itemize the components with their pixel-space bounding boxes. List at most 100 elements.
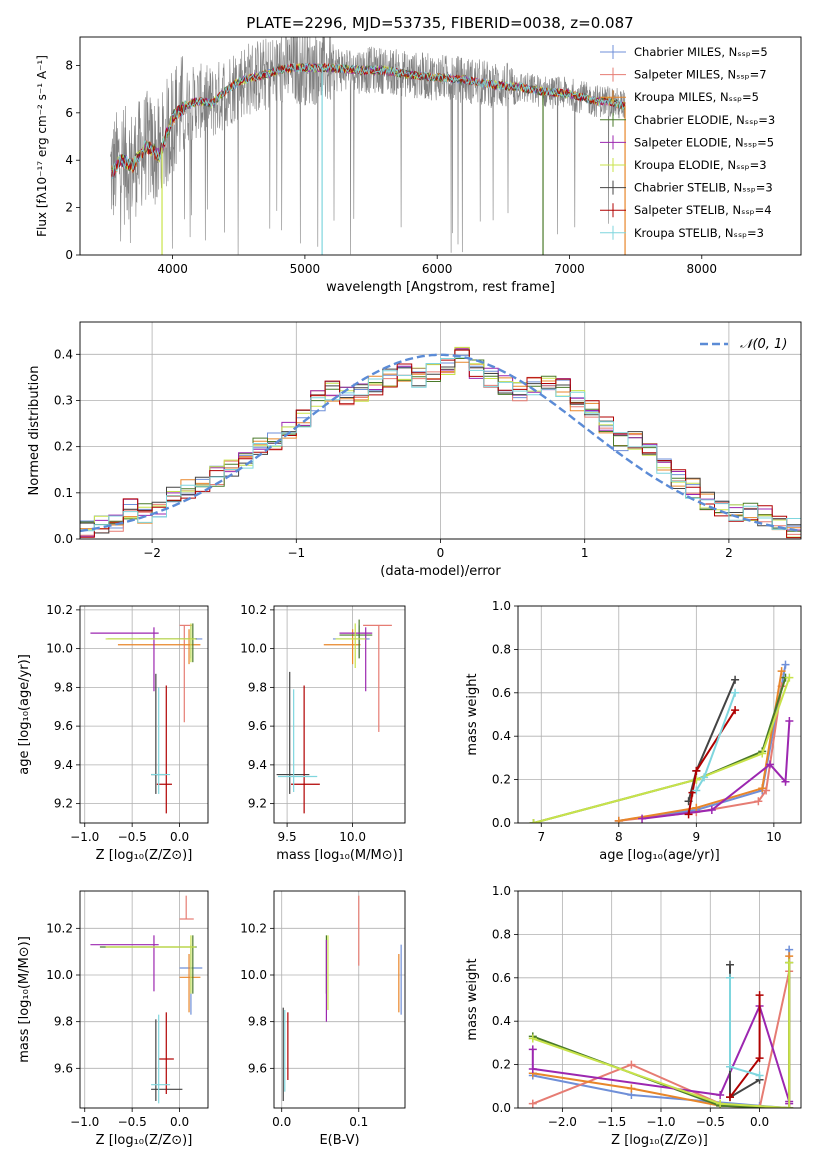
panel-mass-vs-z: −1.0 −0.5 0.0 9.6 9.8 10.0 10.2 Z [log₁₀(Z/Z⊙)]… <box>17 890 209 1148</box>
tick-label-y: 9.6 <box>54 719 73 733</box>
weight-line <box>687 709 736 815</box>
legend-label: Salpeter MILES, Nₛₛₚ=7 <box>634 68 767 82</box>
tick-label-y: 0.8 <box>492 927 511 941</box>
tick-label-y: 0.0 <box>492 1101 511 1115</box>
weight-point <box>529 819 538 823</box>
tick-label-y: 8 <box>65 58 73 72</box>
weight-point <box>726 1062 735 1071</box>
panel-age-vs-z: −1.0 −0.5 0.0 9.2 9.4 9.6 9.8 10.0 10.2 Z [log₁₀(… <box>17 603 209 863</box>
y-axis-label: Flux [fλ10⁻¹⁷ erg cm⁻² s⁻¹ A⁻¹] <box>35 55 49 237</box>
weight-point <box>692 766 701 775</box>
legend-label: Kroupa MILES, Nₛₛₚ=5 <box>634 90 759 104</box>
tick-label-y: 0.4 <box>492 729 511 743</box>
tick-label-y: 1.0 <box>492 599 511 613</box>
plot-area <box>529 660 794 823</box>
tick-label-x: 0.1 <box>349 1115 368 1129</box>
weight-point <box>684 810 693 819</box>
tick-label-x: 0.0 <box>170 1115 189 1129</box>
tick-label-y: 0.4 <box>492 1014 511 1028</box>
tick-label-x: 2 <box>725 546 733 560</box>
tick-label-y: 4 <box>65 153 73 167</box>
tick-label-y: 0.4 <box>54 347 73 361</box>
weight-point <box>692 803 701 812</box>
tick-label-y: 0.3 <box>54 393 73 407</box>
tick-label-x: 5000 <box>290 262 321 276</box>
plot-area <box>90 623 203 814</box>
weight-point <box>755 1054 764 1063</box>
weight-point <box>528 1034 537 1043</box>
weight-point <box>726 973 735 982</box>
weight-point <box>627 1060 636 1069</box>
axes-frame <box>79 605 209 824</box>
x-axis-label: Z [log₁₀(Z/Z⊙)] <box>96 848 193 863</box>
tick-label-y: 0.8 <box>492 642 511 656</box>
tick-label-y: 10.2 <box>46 921 73 935</box>
axes-frame <box>79 890 209 1109</box>
tick-label-y: 9.6 <box>54 1061 73 1075</box>
weight-point <box>785 958 794 967</box>
tick-label-x: −1.0 <box>70 830 99 844</box>
weight-point <box>754 797 763 806</box>
weight-point <box>528 1045 537 1054</box>
tick-label-x: 0 <box>437 546 445 560</box>
weight-point <box>777 667 786 676</box>
panel-mass-vs-ebv: 0.0 0.1 9.6 9.8 10.0 10.2 E(B-V) <box>240 890 406 1148</box>
legend-label: Kroupa STELIB, Nₛₛₚ=3 <box>634 226 764 240</box>
panel-weight-vs-age: 7 8 9 10 0.0 0.2 0.4 0.6 0.8 1.0 age [log₁₀(age/yr… <box>465 599 802 863</box>
figure-title: PLATE=2296, MJD=53735, FIBERID=0038, z=0… <box>246 14 633 32</box>
tick-label-y: 0.2 <box>54 440 73 454</box>
tick-label-y: 6 <box>65 106 73 120</box>
tick-label-y: 10.2 <box>240 603 267 617</box>
y-axis-label: age [log₁₀(age/yr)] <box>17 654 32 775</box>
tick-label-y: 0 <box>65 248 73 262</box>
tick-label-y: 0.0 <box>54 532 73 546</box>
legend-label: Kroupa ELODIE, Nₛₛₚ=3 <box>634 158 767 172</box>
axes-frame <box>79 321 802 540</box>
tick-label-y: 1.0 <box>492 884 511 898</box>
weight-point <box>758 749 767 758</box>
histogram-step <box>80 349 801 539</box>
tick-label-y: 0.6 <box>492 686 511 700</box>
tick-label-x: −0.5 <box>118 830 147 844</box>
tick-label-x: 10.0 <box>339 830 366 844</box>
weight-line <box>687 679 737 802</box>
legend-label: 𝒩(0, 1) <box>740 337 787 352</box>
plot-area <box>528 945 794 1108</box>
tick-label-x: 10 <box>766 830 781 844</box>
x-axis-label: (data-model)/error <box>380 564 501 579</box>
legend: Chabrier MILES, Nₛₛₚ=5 Salpeter MILES, Nₛ… <box>600 45 775 240</box>
y-axis-label: mass weight <box>465 958 480 1040</box>
tick-label-y: 0.2 <box>492 1058 511 1072</box>
tick-label-y: 10.0 <box>240 968 267 982</box>
tick-label-y: 9.8 <box>248 1015 267 1029</box>
tick-label-x: −1 <box>287 546 305 560</box>
weight-point <box>765 760 774 769</box>
weight-point <box>627 1084 636 1093</box>
weight-point <box>638 814 647 823</box>
y-axis-label: Normed distribution <box>27 366 42 496</box>
panel-residuals: −2 −1 0 1 2 0.0 0.1 0.2 0.3 0.4 (data-model)/error… <box>27 321 802 579</box>
weight-point <box>731 688 740 697</box>
weight-point <box>785 1104 794 1108</box>
axes-frame <box>273 890 406 1109</box>
model-spectrum-line <box>111 63 626 179</box>
plot-area <box>110 37 626 255</box>
tick-label-y: 9.8 <box>54 680 73 694</box>
x-axis-label: age [log₁₀(age/yr)] <box>599 848 720 863</box>
weight-point <box>731 706 740 715</box>
weight-point <box>755 991 764 1000</box>
observed-spectrum <box>110 37 626 255</box>
tick-label-y: 0.0 <box>492 816 511 830</box>
weight-point <box>692 786 701 795</box>
tick-label-y: 0.6 <box>492 971 511 985</box>
tick-label-x: 8000 <box>687 262 718 276</box>
plot-area <box>90 895 203 1104</box>
tick-label-y: 9.6 <box>248 719 267 733</box>
histogram-step <box>80 356 801 532</box>
tick-label-x: 7000 <box>554 262 585 276</box>
tick-label-y: 9.2 <box>54 797 73 811</box>
x-axis-label: wavelength [Angstrom, rest frame] <box>326 280 555 295</box>
tick-label-y: 9.4 <box>54 758 73 772</box>
tick-label-x: 9 <box>693 830 701 844</box>
